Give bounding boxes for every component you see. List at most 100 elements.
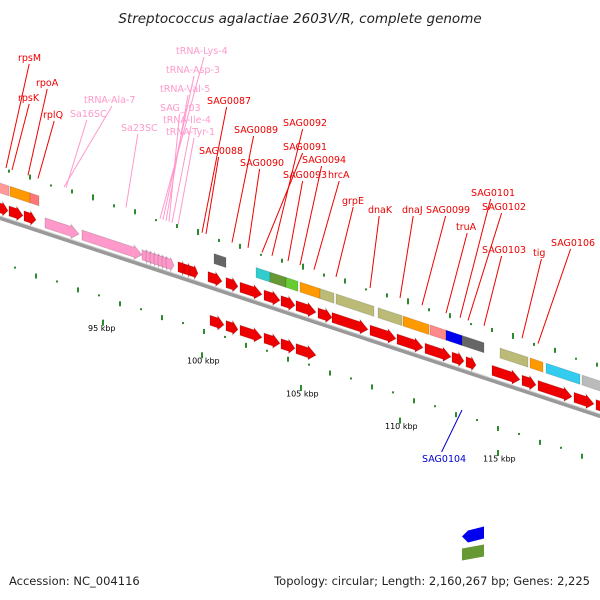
gc-tick	[533, 342, 535, 346]
gene-label-grpe: grpE	[342, 196, 364, 207]
gene-label-rpsk: rpsK	[18, 93, 40, 104]
label-leaders	[5, 56, 572, 453]
gene-label-trna-tyr-1: tRNA-Tyr-1	[166, 127, 215, 138]
label-leader-line	[168, 113, 181, 222]
cds-arrow	[8, 204, 24, 222]
genome-backbone	[0, 215, 600, 419]
gene-label-sa16sc: Sa16SC	[70, 109, 107, 120]
gc-tick	[539, 439, 541, 445]
gene-labels: tRNA-Lys-4tRNA-Asp-3tRNA-Val-5SAG_r03tRN…	[18, 46, 595, 465]
gc-tick	[491, 328, 493, 333]
gc-tick	[218, 238, 220, 242]
cds-arrow	[189, 264, 199, 281]
backbone-line	[0, 215, 600, 419]
gc-tick	[35, 273, 37, 279]
gene-label-sag0087: SAG0087	[207, 96, 251, 107]
cds-arrow	[239, 324, 263, 343]
gc-tick	[512, 332, 514, 339]
gc-tick	[50, 184, 52, 187]
reverse-gene-arrow	[462, 526, 484, 543]
gene-label-trna-ile-4: tRNA-Ile-4	[163, 115, 211, 126]
gc-tick	[428, 308, 430, 312]
gene-block	[269, 271, 287, 289]
reverse-gene-block	[462, 544, 484, 561]
cds-arrow	[263, 289, 281, 306]
gene-block	[0, 182, 10, 197]
label-leader-line	[5, 63, 30, 169]
gc-tick	[92, 194, 94, 201]
gene-label-sag0092: SAG0092	[283, 118, 327, 129]
gc-tick	[365, 288, 367, 291]
gene-block	[299, 281, 321, 300]
gene-label-sag0103: SAG0103	[482, 245, 526, 256]
gc-tick	[224, 335, 226, 338]
gene-label-rplq: rplQ	[43, 110, 63, 121]
gene-features	[0, 182, 600, 561]
label-leader-line	[369, 215, 380, 289]
gene-block	[529, 357, 544, 373]
gene-block	[545, 362, 581, 386]
cds-arrow	[263, 332, 281, 349]
map-title: Streptococcus agalactiae 2603V/R, comple…	[118, 11, 481, 27]
gc-tick	[203, 328, 205, 334]
gc-tick	[287, 356, 289, 362]
gc-tick	[155, 219, 157, 222]
gene-label-sa23sc: Sa23SC	[121, 123, 158, 134]
gc-tick	[470, 323, 472, 326]
cds-arrow	[225, 275, 239, 293]
gene-block	[402, 315, 430, 336]
cds-arrow	[424, 342, 452, 363]
gc-tick	[371, 384, 373, 390]
gc-tick	[134, 209, 136, 215]
cds-arrow	[239, 281, 263, 300]
gene-block	[377, 307, 403, 327]
scale-tick	[399, 417, 401, 424]
genome-summary-text: Topology: circular; Length: 2,160,267 bp…	[274, 574, 590, 588]
gene-label-tig: tig	[533, 248, 545, 259]
gc-tick	[323, 273, 325, 277]
gc-tick	[581, 453, 583, 459]
scale-label: 95 kbp	[88, 324, 116, 333]
cds-arrow	[207, 270, 223, 288]
gene-label-sag0088: SAG0088	[199, 146, 243, 157]
gc-skew-ticks	[8, 169, 598, 459]
gene-block	[213, 252, 227, 269]
trna-gene-arrow	[165, 257, 175, 273]
gene-label-trua: truA	[456, 222, 477, 233]
gc-tick	[182, 322, 184, 325]
label-leader-line	[165, 94, 189, 221]
label-leader-line	[205, 156, 220, 235]
cds-arrow	[209, 314, 225, 331]
gene-label-dnak: dnaK	[368, 205, 393, 216]
scale-tick	[300, 385, 302, 391]
gene-label-trna-asp-3: tRNA-Asp-3	[166, 65, 220, 76]
gc-tick	[518, 432, 520, 435]
gene-label-sag0101: SAG0101	[471, 188, 515, 199]
gc-tick	[140, 308, 142, 311]
cds-arrow	[295, 342, 317, 361]
label-leader-line	[287, 180, 304, 262]
gene-label-sag0091: SAG0091	[283, 142, 327, 153]
cds-arrow	[331, 311, 369, 335]
gene-label-sag0093: SAG0093	[283, 170, 327, 181]
label-leader-line	[445, 232, 468, 314]
gene-block	[255, 266, 271, 283]
gc-tick	[575, 357, 577, 360]
gc-tick	[413, 398, 415, 404]
gc-tick	[239, 243, 241, 249]
gc-tick	[560, 446, 562, 449]
gc-tick	[392, 391, 394, 394]
label-leader-line	[247, 168, 261, 248]
scale-tick	[497, 450, 499, 457]
cds-arrow	[451, 350, 465, 368]
label-leader-line	[27, 88, 48, 176]
scale-labels: 95 kbp 100 kbp 105 kbp 110 kbp 115 kbp	[88, 319, 516, 463]
gc-tick	[29, 174, 31, 180]
gc-tick	[455, 412, 457, 418]
backbone-highlight	[0, 215, 600, 415]
cds-arrow	[295, 299, 317, 318]
cds-arrow	[317, 306, 333, 324]
cds-arrow	[573, 391, 595, 410]
rrna-gene-arrow	[81, 229, 143, 261]
label-leader-line	[483, 255, 503, 326]
